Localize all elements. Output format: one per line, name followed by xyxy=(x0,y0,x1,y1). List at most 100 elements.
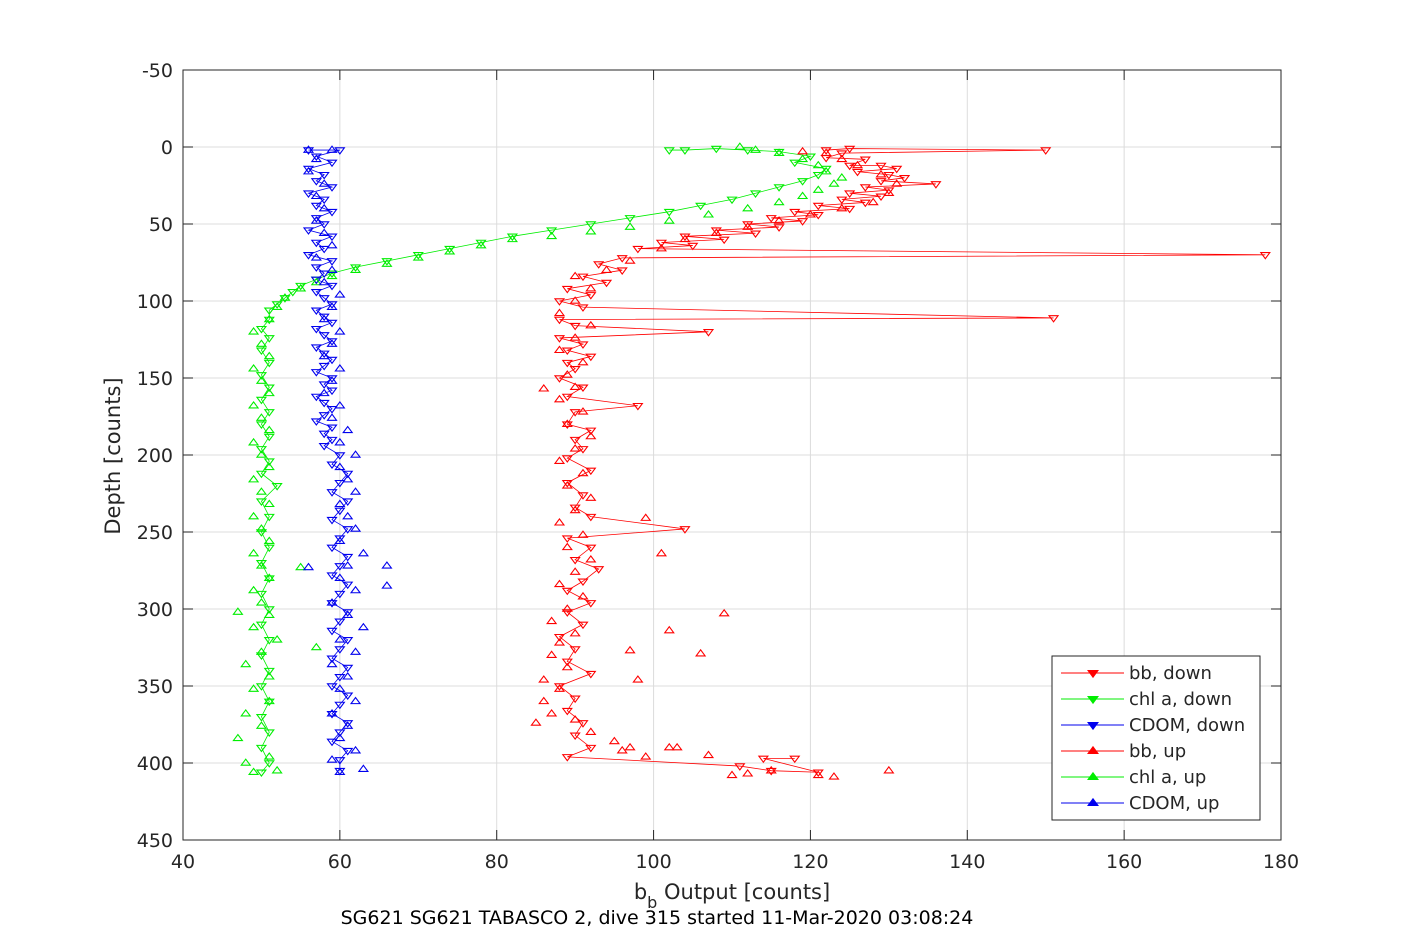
data-point xyxy=(287,288,299,297)
data-point xyxy=(561,587,573,596)
data-point xyxy=(577,446,589,454)
data-point xyxy=(844,162,856,171)
data-point xyxy=(561,481,573,489)
data-point xyxy=(310,642,322,651)
x-tick-label: 180 xyxy=(1263,851,1299,873)
data-point xyxy=(749,190,762,198)
data-point xyxy=(318,412,330,420)
data-point xyxy=(255,421,268,429)
data-point xyxy=(357,622,369,631)
data-point xyxy=(326,240,338,249)
data-point xyxy=(232,607,244,615)
data-point xyxy=(585,283,597,292)
data-point xyxy=(585,320,597,329)
data-point xyxy=(318,332,330,340)
data-point xyxy=(702,209,715,218)
y-tick-label: 350 xyxy=(137,676,173,698)
data-point xyxy=(342,511,354,520)
data-point xyxy=(334,437,346,446)
data-point xyxy=(561,535,573,543)
data-point xyxy=(765,215,777,223)
data-point xyxy=(334,452,346,460)
data-point xyxy=(875,162,887,171)
data-point xyxy=(263,573,275,581)
data-point xyxy=(585,467,597,476)
data-point xyxy=(561,754,573,762)
data-point xyxy=(679,526,691,534)
axis-ticks: 40 60 80 100 120 140 160 180 -50 0 50 100 150 200 250 3… xyxy=(137,60,1299,873)
data-point xyxy=(475,239,487,248)
data-point xyxy=(859,184,871,192)
data-point xyxy=(796,191,809,200)
data-point xyxy=(326,258,338,266)
data-point xyxy=(263,637,275,645)
y-tick-label: 450 xyxy=(137,830,173,852)
data-point xyxy=(765,765,777,774)
data-point xyxy=(263,610,275,618)
data-point xyxy=(318,179,330,187)
data-point xyxy=(263,314,275,323)
data-point xyxy=(585,670,597,679)
data-point xyxy=(553,456,566,464)
data-point xyxy=(255,721,268,729)
data-point xyxy=(263,513,275,522)
data-point xyxy=(349,585,362,594)
data-point xyxy=(310,178,322,186)
data-point xyxy=(749,145,762,153)
data-point xyxy=(263,698,275,707)
y-tick-label: 0 xyxy=(161,137,173,159)
data-point xyxy=(310,154,322,163)
data-point xyxy=(318,171,330,180)
data-point xyxy=(546,708,558,717)
data-point xyxy=(263,544,275,553)
data-point xyxy=(334,646,346,654)
data-point xyxy=(898,175,911,183)
data-point xyxy=(255,621,268,630)
data-point xyxy=(569,504,581,513)
data-point xyxy=(577,304,589,312)
data-point xyxy=(263,575,275,583)
data-point xyxy=(624,222,636,230)
data-point xyxy=(310,239,322,248)
data-point xyxy=(561,359,573,368)
data-point xyxy=(326,655,338,664)
data-point xyxy=(263,409,275,417)
data-point xyxy=(326,375,338,383)
data-point xyxy=(247,684,260,692)
data-point xyxy=(334,618,346,627)
data-point xyxy=(263,384,275,393)
data-point xyxy=(836,173,848,181)
data-point xyxy=(326,184,338,192)
data-point xyxy=(342,664,354,673)
data-point xyxy=(859,199,871,208)
data-point xyxy=(585,226,597,235)
data-point xyxy=(569,436,581,445)
data-point xyxy=(255,487,268,495)
data-point xyxy=(310,418,322,426)
data-point xyxy=(334,563,346,571)
data-point xyxy=(279,293,291,301)
data-point xyxy=(1040,147,1052,155)
data-point xyxy=(255,590,268,599)
series-line xyxy=(558,148,1266,773)
data-point xyxy=(796,218,809,226)
data-point xyxy=(671,742,683,751)
data-point xyxy=(742,221,754,229)
data-point xyxy=(796,178,809,186)
data-point xyxy=(569,628,581,637)
data-point xyxy=(593,566,605,574)
data-point xyxy=(553,638,566,646)
data-point xyxy=(318,277,330,286)
series-0 xyxy=(553,145,1271,778)
data-point xyxy=(263,388,275,397)
data-point xyxy=(577,591,589,600)
data-point xyxy=(334,673,346,682)
data-point xyxy=(334,507,346,516)
legend-label: bb, down xyxy=(1129,663,1212,684)
data-point xyxy=(569,322,581,331)
series-3 xyxy=(530,146,903,780)
data-point xyxy=(577,273,589,282)
data-point xyxy=(310,191,322,200)
series-2 xyxy=(302,147,354,776)
data-point xyxy=(326,270,338,279)
